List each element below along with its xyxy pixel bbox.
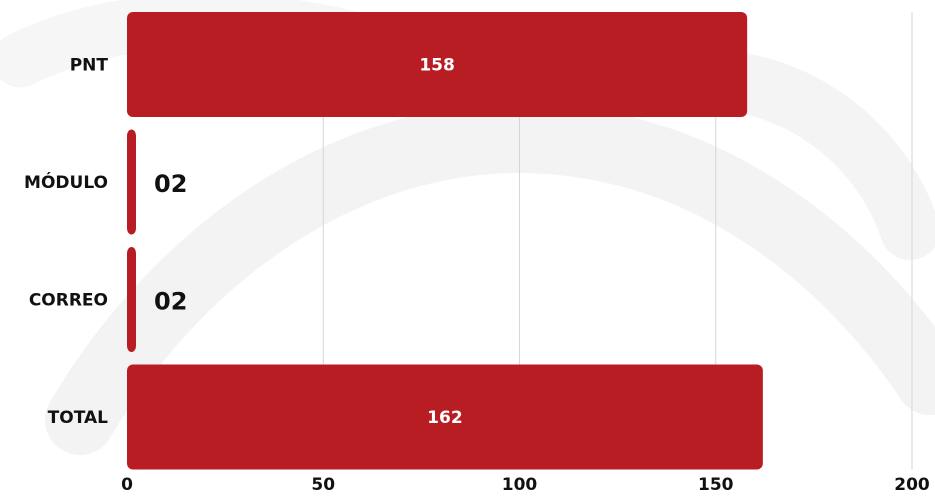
x-tick-label: 0 <box>121 475 133 495</box>
value-label: 02 <box>154 170 187 198</box>
bars <box>127 12 763 470</box>
category-label: MÓDULO <box>24 171 108 193</box>
category-label: CORREO <box>29 291 108 311</box>
value-labels: 158 02 02 162 <box>154 56 463 429</box>
bar <box>127 12 748 117</box>
x-tick-label: 200 <box>894 475 930 495</box>
value-label: 158 <box>419 56 455 76</box>
x-tick-labels: 0 50 100 150 200 <box>121 475 930 495</box>
category-label: TOTAL <box>48 408 108 428</box>
x-tick-label: 100 <box>502 475 538 495</box>
bar <box>127 247 136 352</box>
x-tick-label: 150 <box>698 475 734 495</box>
bar <box>127 129 136 235</box>
value-label: 162 <box>427 408 463 428</box>
category-label: PNT <box>70 56 109 76</box>
category-labels: PNT MÓDULO CORREO TOTAL <box>24 56 108 429</box>
bar <box>127 364 763 470</box>
x-tick-label: 50 <box>311 475 335 495</box>
value-label: 02 <box>154 288 187 316</box>
